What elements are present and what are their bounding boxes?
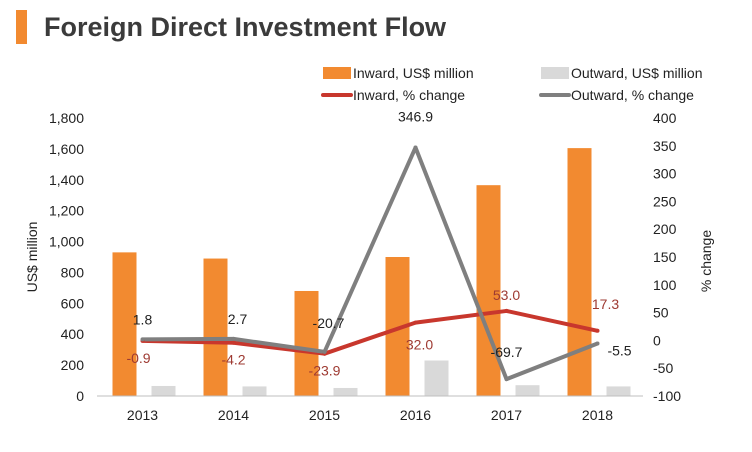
outward-change-point (231, 336, 236, 341)
inward-change-data-label: 53.0 (493, 287, 520, 303)
inward-change-line (142, 308, 598, 356)
legend-entry-label: Inward, % change (353, 87, 465, 103)
inward-change-data-label: -23.9 (309, 363, 341, 379)
y-axis-tick-label: 1,000 (49, 234, 84, 250)
outward-change-data-label: 2.7 (228, 311, 248, 327)
inward-change-point (231, 340, 236, 345)
inward-bar (294, 290, 319, 396)
y-axis-label: US$ million (24, 222, 40, 293)
y-axis-tick-label: 200 (61, 357, 85, 373)
inward-bar (112, 252, 137, 396)
x-axis-tick-label: 2014 (218, 407, 249, 423)
y2-axis-tick-label: 50 (653, 305, 669, 321)
x-axis-tick-label: 2017 (491, 407, 522, 423)
y2-axis-tick-label: -100 (653, 388, 681, 404)
outward-change-line (142, 145, 599, 382)
y2-axis-tick-label: 0 (653, 332, 661, 348)
outward-bar (242, 386, 267, 396)
x-axis-tick-label: 2015 (309, 407, 340, 423)
inward-change-data-label: -0.9 (126, 350, 150, 366)
inward-bar (203, 258, 228, 396)
outward-change-data-label: 1.8 (133, 311, 153, 327)
inward-change-data-label: 32.0 (406, 337, 433, 353)
y-axis-tick-label: 1,600 (49, 141, 84, 157)
outward-change-point (413, 145, 418, 150)
legend-entry-label: Inward, US$ million (353, 65, 474, 81)
y-axis-tick-label: 1,200 (49, 203, 84, 219)
legend-swatch (541, 67, 569, 79)
inward-change-data-label: -4.2 (221, 352, 245, 368)
outward-bar (424, 360, 449, 396)
outward-change-point (504, 377, 509, 382)
inward-change-point (595, 328, 600, 333)
x-axis-tick-label: 2016 (400, 407, 431, 423)
y2-axis-label: % change (698, 230, 714, 292)
y2-axis-tick-label: -50 (653, 360, 673, 376)
y-axis-tick-label: 1,800 (49, 110, 84, 126)
y2-axis-tick-label: 200 (653, 221, 677, 237)
title-accent-bar (16, 10, 27, 44)
y-axis-tick-label: 600 (61, 295, 85, 311)
y2-axis-tick-label: 250 (653, 193, 677, 209)
y2-axis-tick-label: 350 (653, 138, 677, 154)
outward-change-point (140, 337, 145, 342)
outward-bar (606, 386, 631, 396)
chart-title: Foreign Direct Investment Flow (44, 12, 447, 42)
outward-change-point (322, 349, 327, 354)
y2-axis-tick-label: 150 (653, 249, 677, 265)
inward-change-data-label: 17.3 (592, 296, 619, 312)
outward-change-data-label: 346.9 (398, 109, 433, 125)
x-axis-tick-label: 2013 (127, 407, 158, 423)
outward-change-point (595, 341, 600, 346)
inward-change-point (413, 320, 418, 325)
inward-bar (567, 148, 592, 396)
legend-swatch (323, 67, 351, 79)
y-axis-tick-label: 0 (76, 388, 84, 404)
y2-axis-tick-label: 100 (653, 277, 677, 293)
y2-axis-tick-label: 400 (653, 110, 677, 126)
y-axis-tick-label: 1,400 (49, 172, 84, 188)
outward-bar (333, 387, 358, 396)
x-axis-tick-label: 2018 (582, 407, 613, 423)
inward-bar (476, 185, 501, 396)
legend-entry-label: Outward, % change (571, 87, 694, 103)
y-axis-tick-label: 800 (61, 264, 85, 280)
outward-bar (515, 385, 540, 396)
outward-bar (151, 385, 176, 396)
outward-change-data-label: -5.5 (607, 342, 631, 358)
outward-change-data-label: -69.7 (491, 344, 523, 360)
outward-change-data-label: -20.7 (313, 315, 345, 331)
inward-change-point (504, 308, 509, 313)
legend-entry-label: Outward, US$ million (571, 65, 703, 81)
y-axis-tick-label: 400 (61, 326, 85, 342)
y2-axis-tick-label: 300 (653, 166, 677, 182)
